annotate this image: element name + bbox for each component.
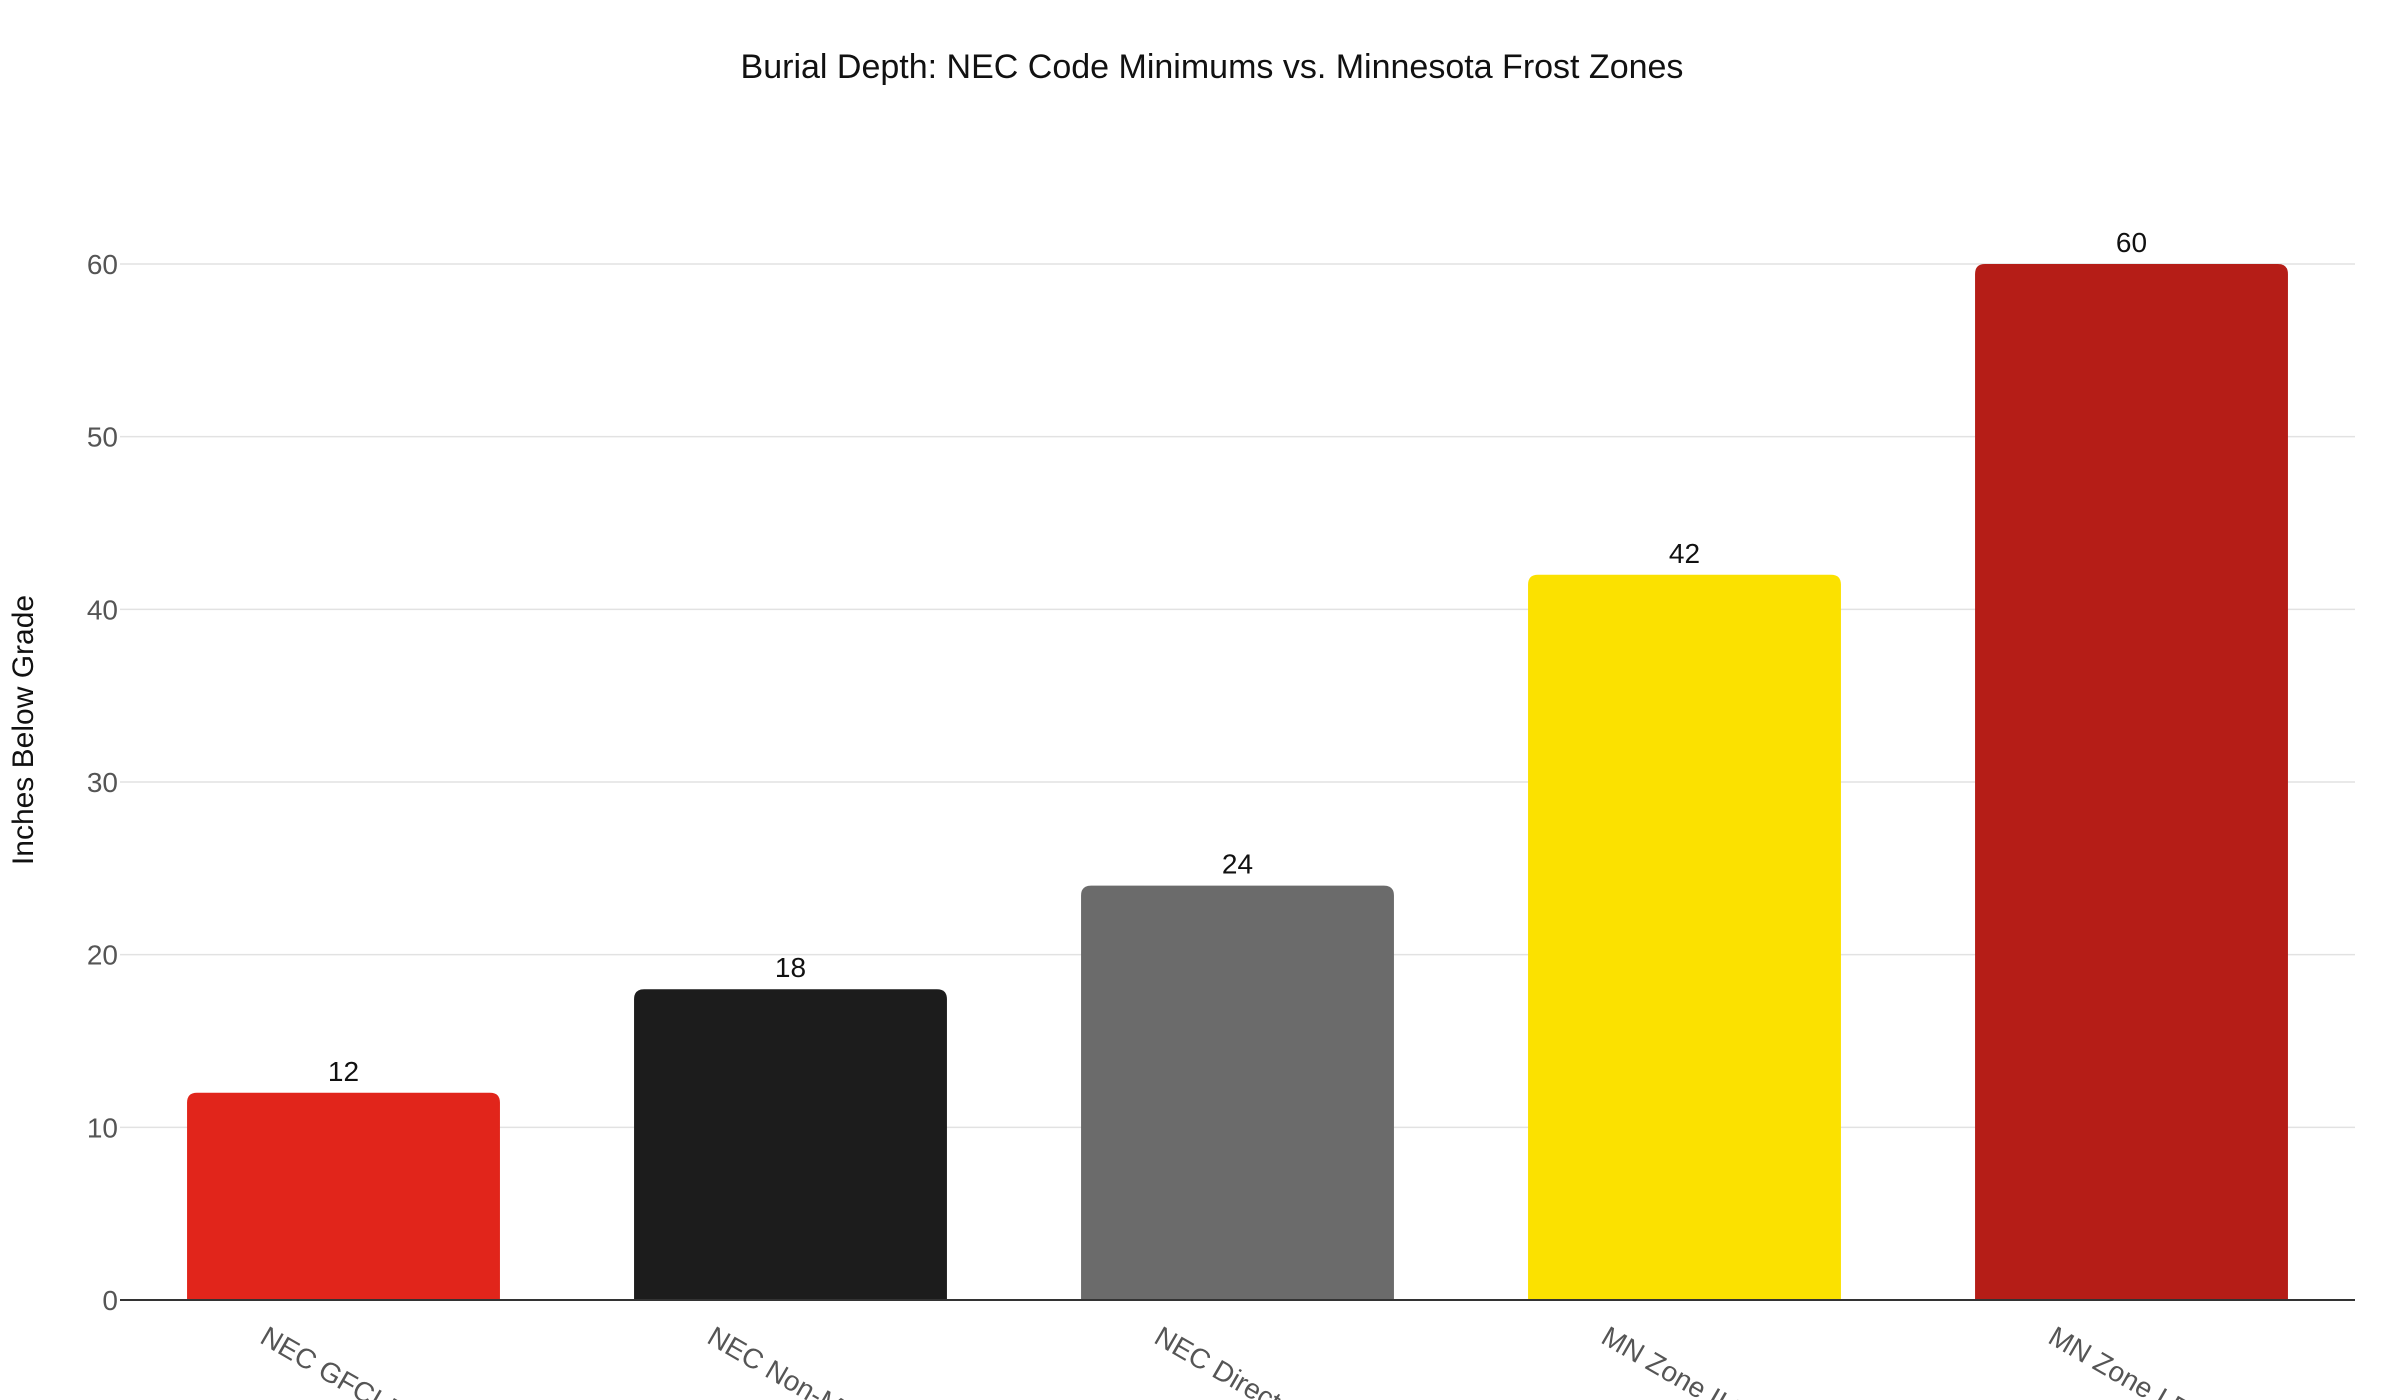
x-category-label: MN Zone II Fro	[1597, 1320, 1776, 1400]
y-axis-ticks: 0 10 20 30 40 50 60	[87, 249, 118, 1316]
x-category-label: NEC Non-Metal	[703, 1320, 888, 1400]
chart-title: Burial Depth: NEC Code Minimums vs. Minn…	[741, 48, 1684, 86]
bar-value-label: 18	[775, 952, 806, 983]
x-category-label: NEC GFCI-Prot	[256, 1320, 440, 1400]
bar	[1528, 574, 1841, 1300]
bar-value-label: 42	[1669, 538, 1700, 569]
x-axis-labels: NEC GFCI-Prot NEC Non-Metal NEC Direct-Bur…	[256, 1320, 2228, 1400]
value-labels: 12 18 24 42 60	[328, 227, 2147, 1087]
y-tick-label: 60	[87, 249, 118, 280]
bar-value-label: 12	[328, 1056, 359, 1087]
bar-value-label: 24	[1222, 849, 1253, 880]
y-tick-label: 50	[87, 422, 118, 453]
y-tick-label: 0	[102, 1285, 118, 1316]
bar	[1081, 885, 1394, 1300]
y-tick-label: 10	[87, 1112, 118, 1143]
bar	[634, 989, 947, 1300]
bar	[187, 1092, 500, 1300]
bar	[1975, 264, 2288, 1300]
x-category-label: MN Zone I Fros	[2044, 1320, 2228, 1400]
y-tick-label: 30	[87, 767, 118, 798]
bar-value-label: 60	[2116, 227, 2147, 258]
bars	[187, 264, 2288, 1300]
y-tick-label: 20	[87, 940, 118, 971]
x-category-label: NEC Direct-Buri	[1150, 1320, 1338, 1400]
y-axis-title: Inches Below Grade	[7, 595, 40, 865]
y-tick-label: 40	[87, 594, 118, 625]
